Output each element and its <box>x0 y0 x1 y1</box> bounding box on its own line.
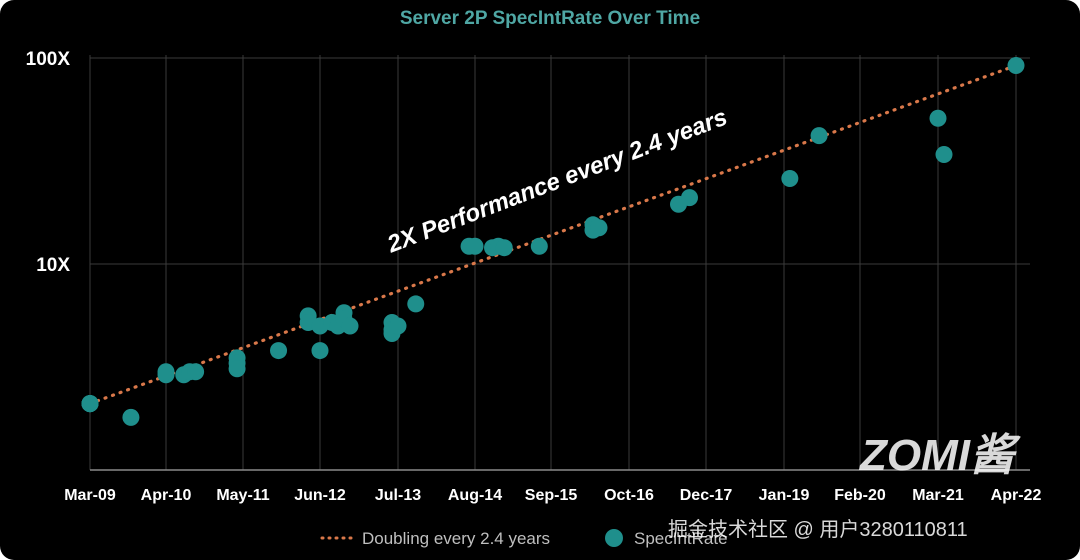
x-tick-label: Sep-15 <box>525 487 578 504</box>
data-point <box>270 342 288 360</box>
data-point <box>929 109 947 127</box>
x-tick-label: Feb-20 <box>834 487 886 504</box>
watermark-text: 掘金技术社区 @ 用户3280110811 <box>668 518 968 541</box>
legend-scatter-swatch <box>605 529 623 547</box>
data-point <box>590 219 608 237</box>
chart-title: Server 2P SpecIntRate Over Time <box>400 8 700 29</box>
legend-scatter-label: SpecIntRate <box>634 529 728 548</box>
data-point <box>530 237 548 255</box>
y-tick-label: 10X <box>36 255 70 276</box>
data-point <box>935 146 953 164</box>
data-point <box>187 363 205 381</box>
grid <box>89 55 1030 471</box>
scatter-layer <box>81 56 1025 426</box>
data-point <box>781 170 799 188</box>
data-point <box>311 342 329 360</box>
x-tick-label: Oct-16 <box>604 487 654 504</box>
x-tick-label: Mar-09 <box>64 487 116 504</box>
y-axis: 100X 10X <box>26 49 71 276</box>
y-tick-label: 100X <box>26 49 71 70</box>
data-point <box>495 239 513 257</box>
legend: Doubling every 2.4 years SpecIntRate <box>320 529 728 548</box>
x-tick-label: Jan-19 <box>759 487 810 504</box>
x-tick-label: Apr-22 <box>991 487 1042 504</box>
watermark-logo: ZOMI酱 <box>858 431 1021 480</box>
data-point <box>389 317 407 335</box>
x-tick-label: Jun-12 <box>294 487 346 504</box>
x-tick-label: Dec-17 <box>680 487 733 504</box>
data-point <box>1007 56 1025 74</box>
x-tick-label: Jul-13 <box>375 487 421 504</box>
x-axis: Mar-09 Apr-10 May-11 Jun-12 Jul-13 Aug-14 Sep-… <box>64 487 1041 504</box>
data-point <box>122 408 140 426</box>
trend-annotation: 2X Performance every 2.4 years <box>383 104 731 259</box>
data-point <box>81 395 99 413</box>
data-point <box>228 360 246 378</box>
data-point <box>407 295 425 313</box>
x-tick-label: Aug-14 <box>448 487 502 504</box>
legend-trend-label: Doubling every 2.4 years <box>362 529 550 548</box>
trend-line <box>88 63 1018 406</box>
data-point <box>157 363 175 381</box>
data-point <box>466 237 484 255</box>
data-point <box>341 317 359 335</box>
trend-line-layer <box>88 63 1018 406</box>
x-tick-label: Apr-10 <box>141 487 192 504</box>
data-point <box>810 127 828 145</box>
x-tick-label: May-11 <box>216 487 269 504</box>
data-point <box>681 189 698 207</box>
x-tick-label: Mar-21 <box>912 487 964 504</box>
